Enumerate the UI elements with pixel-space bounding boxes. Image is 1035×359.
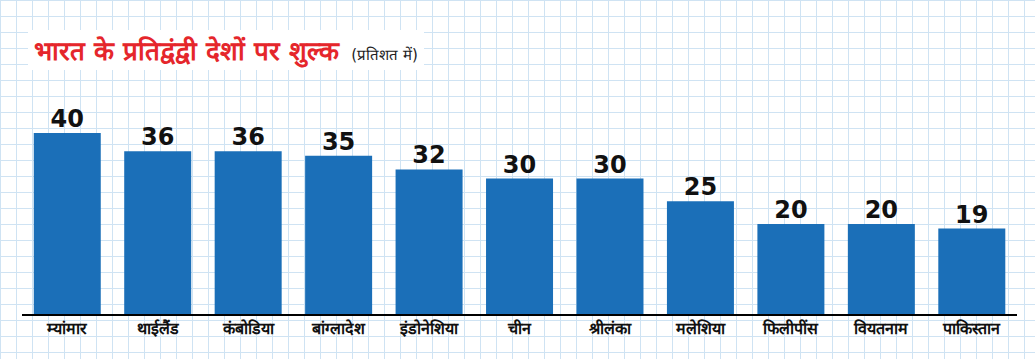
svg-text:20: 20 (865, 196, 898, 224)
svg-text:30: 30 (593, 151, 626, 179)
svg-text:35: 35 (322, 128, 355, 156)
svg-text:बांग्लादेश: बांग्लादेश (311, 319, 366, 338)
svg-text:कंबोडिया: कंबोडिया (222, 319, 275, 338)
svg-text:श्रीलंका: श्रीलंका (589, 319, 632, 338)
svg-text:पाकिस्तान: पाकिस्तान (942, 319, 1001, 338)
svg-text:40: 40 (51, 105, 84, 133)
svg-text:19: 19 (955, 201, 988, 229)
svg-text:मलेशिया: मलेशिया (675, 319, 726, 338)
svg-text:36: 36 (141, 123, 174, 151)
svg-text:30: 30 (503, 151, 536, 179)
svg-text:थाईलैंड: थाईलैंड (137, 319, 180, 338)
html-text:(प्रतिशत में): (प्रतिशत में) (351, 46, 418, 64)
svg-text:36: 36 (231, 123, 264, 151)
svg-text:फिलीपींस: फिलीपींस (762, 319, 819, 338)
html-text:भारत के प्रतिद्वंद्वी देशों पर: भारत के प्रतिद्वंद्वी देशों पर शुल्क (34, 36, 340, 66)
svg-text:वियतनाम: वियतनाम (853, 319, 909, 338)
svg-text:म्यांमार: म्यांमार (46, 319, 88, 338)
svg-text:चीन: चीन (507, 319, 532, 338)
svg-text:इंडोनेशिया: इंडोनेशिया (399, 319, 459, 338)
svg-text:25: 25 (684, 173, 717, 201)
svg-text:32: 32 (412, 141, 445, 169)
svg-text:20: 20 (774, 196, 807, 224)
